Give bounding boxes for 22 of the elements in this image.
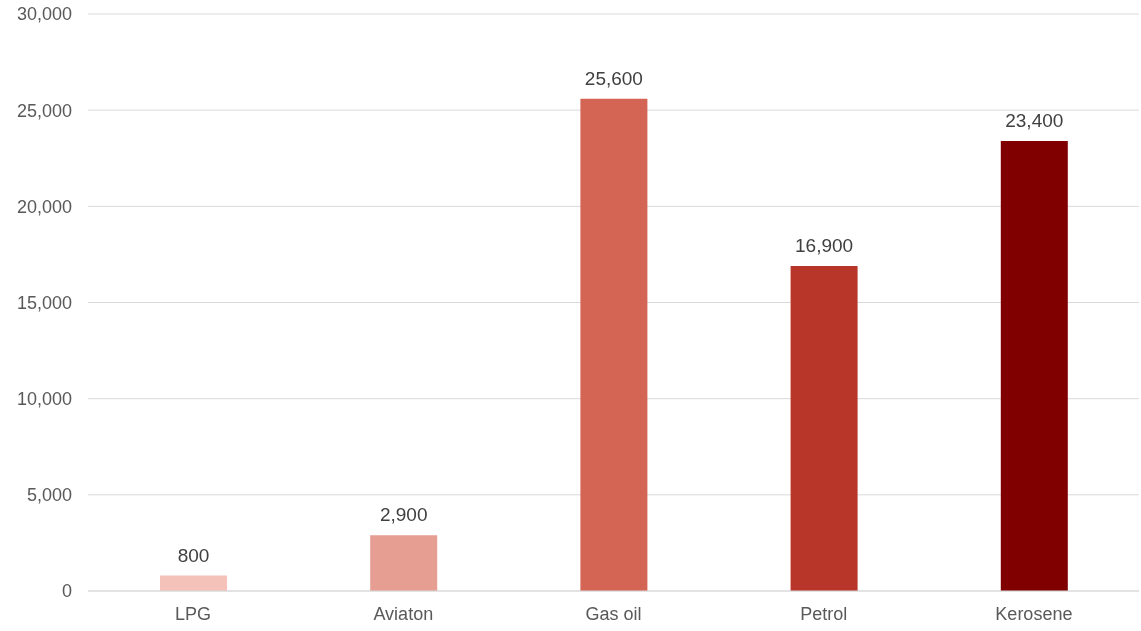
y-tick-label: 25,000	[16, 100, 72, 121]
bar	[1000, 140, 1068, 591]
data-label: 2,900	[379, 504, 428, 526]
bar	[370, 535, 438, 591]
y-tick-label: 0	[61, 581, 72, 602]
x-tick-label: LPG	[175, 603, 212, 624]
data-label: 23,400	[1005, 109, 1064, 131]
y-tick-label: 15,000	[16, 292, 72, 313]
data-label: 16,900	[795, 234, 854, 256]
bar	[160, 575, 227, 591]
y-tick-label: 30,000	[16, 4, 72, 25]
bar	[580, 98, 648, 591]
y-tick-label: 20,000	[16, 196, 72, 217]
y-tick-label: 5,000	[26, 485, 72, 506]
bar	[790, 265, 858, 591]
x-tick-label: Petrol	[800, 603, 848, 624]
x-tick-label: Aviaton	[373, 603, 434, 624]
data-label: 800	[177, 544, 210, 566]
data-label: 25,600	[584, 67, 643, 89]
x-tick-label: Gas oil	[585, 603, 642, 624]
x-tick-label: Kerosene	[995, 603, 1073, 624]
y-tick-label: 10,000	[16, 389, 72, 410]
